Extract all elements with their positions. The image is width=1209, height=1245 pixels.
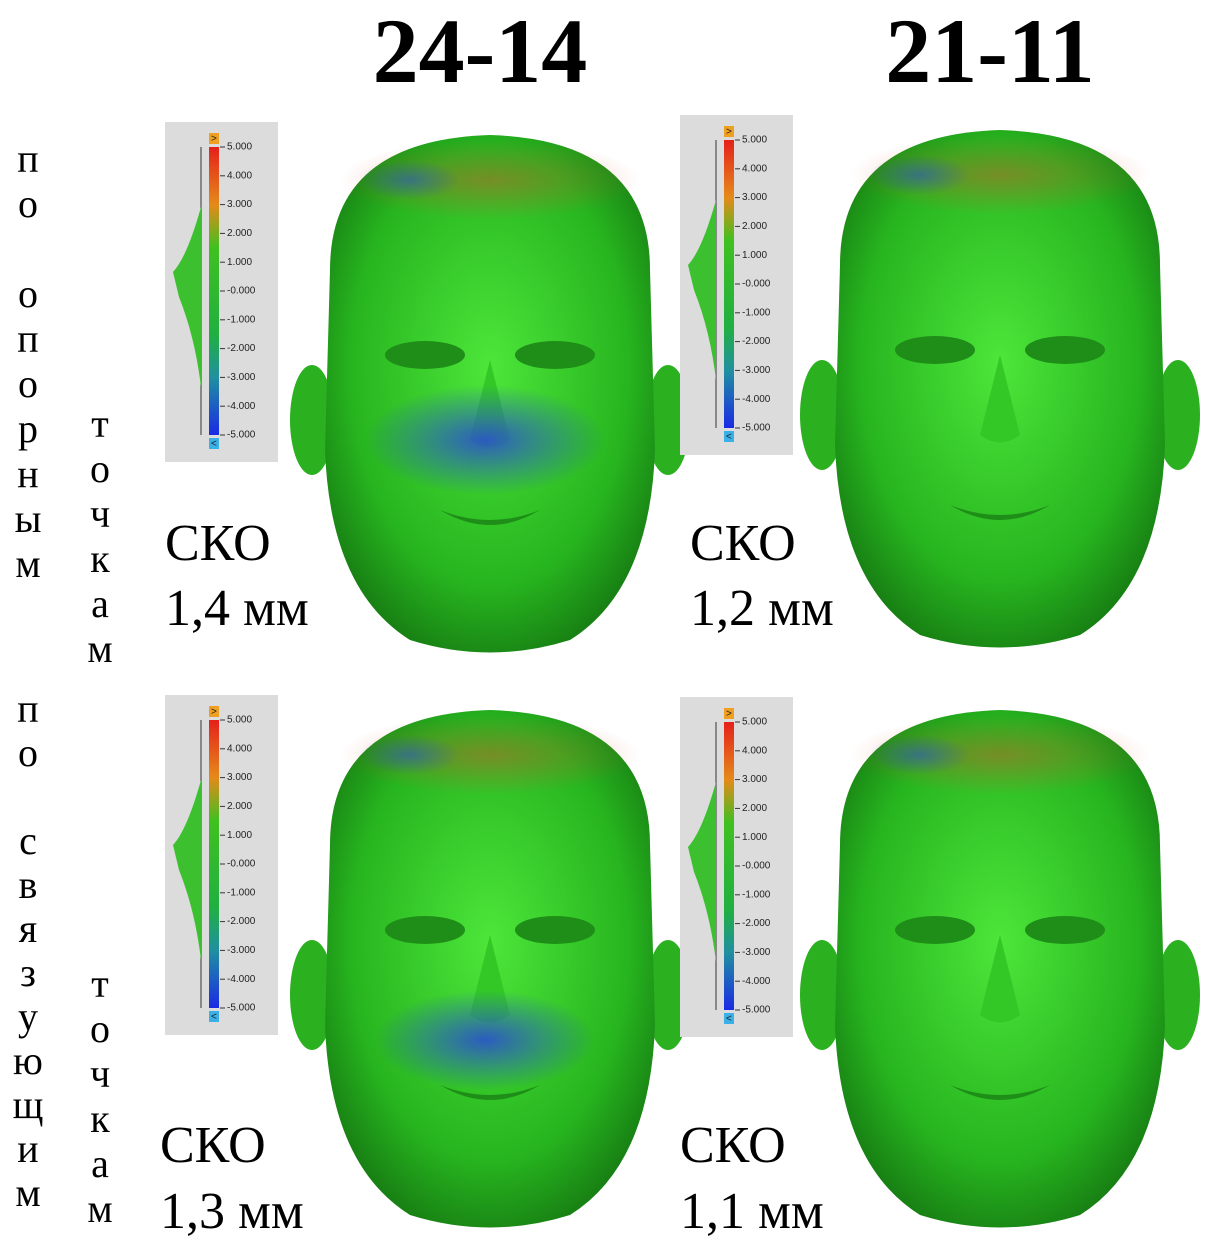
tick-label: 3.000	[742, 192, 767, 203]
tick-label: -3.000	[742, 947, 771, 958]
color-scale: > <5.000 4.000 3.000 2.000 1.000 -0.000 -1.000 -…	[680, 697, 793, 1037]
tick-label: 2.000	[227, 228, 252, 239]
tick-label: 5.000	[742, 717, 767, 728]
metric-value: 1,4 мм	[165, 580, 309, 637]
tick-label: -4.000	[742, 976, 771, 987]
under-label: <	[211, 1012, 217, 1023]
tick-label: 4.000	[227, 743, 252, 754]
metric-label: СКО	[165, 515, 271, 572]
tick-label: 4.000	[742, 163, 767, 174]
tick-label: 1.000	[227, 830, 252, 841]
tick-label: -4.000	[227, 401, 256, 412]
tick-label: -2.000	[742, 336, 771, 347]
over-label: >	[211, 134, 217, 145]
tick-label: -0.000	[742, 279, 771, 290]
metric-value: 1,1 мм	[680, 1183, 824, 1240]
tick-label: -1.000	[227, 887, 256, 898]
under-label: <	[726, 432, 732, 443]
color-bar	[209, 147, 219, 435]
tick-label: 5.000	[742, 135, 767, 146]
deviation-region	[365, 385, 605, 495]
tick-label: 1.000	[742, 832, 767, 843]
tick-label: -0.000	[742, 861, 771, 872]
tick-label: 1.000	[742, 250, 767, 261]
tick-label: 2.000	[227, 801, 252, 812]
color-scale: > <5.000 4.000 3.000 2.000 1.000 -0.000 -1.000 -…	[680, 115, 793, 455]
color-bar	[724, 140, 734, 428]
tick-label: -4.000	[227, 974, 256, 985]
tick-label: 1.000	[227, 257, 252, 268]
tick-label: -5.000	[742, 1005, 771, 1016]
color-scale: > <5.000 4.000 3.000 2.000 1.000 -0.000 -1.000 -…	[165, 695, 278, 1035]
column-title: 24-14	[373, 0, 588, 102]
tick-label: -2.000	[742, 918, 771, 929]
face-map	[290, 710, 690, 1228]
metric-value: 1,2 мм	[690, 580, 834, 637]
face-map	[800, 130, 1200, 648]
color-scale: > <5.000 4.000 3.000 2.000 1.000 -0.000 -1.000 -…	[165, 122, 278, 462]
metric-label: СКО	[690, 515, 796, 572]
tick-label: -1.000	[742, 307, 771, 318]
color-bar	[209, 720, 219, 1008]
deviation-region	[375, 990, 595, 1090]
tick-label: 2.000	[742, 221, 767, 232]
color-bar	[724, 722, 734, 1010]
metric-label: СКО	[680, 1117, 786, 1174]
tick-label: 4.000	[742, 745, 767, 756]
tick-label: -2.000	[227, 343, 256, 354]
tick-label: 3.000	[227, 199, 252, 210]
metric-label: СКО	[160, 1117, 266, 1174]
tick-label: -3.000	[227, 945, 256, 956]
over-label: >	[726, 127, 732, 138]
tick-label: -0.000	[227, 286, 256, 297]
tick-label: -0.000	[227, 859, 256, 870]
tick-label: -2.000	[227, 916, 256, 927]
tick-label: -5.000	[227, 1003, 256, 1014]
tick-label: 3.000	[227, 772, 252, 783]
over-label: >	[211, 707, 217, 718]
tick-label: -4.000	[742, 394, 771, 405]
tick-label: -3.000	[227, 372, 256, 383]
tick-label: -5.000	[742, 423, 771, 434]
tick-label: -1.000	[227, 314, 256, 325]
under-label: <	[726, 1014, 732, 1025]
under-label: <	[211, 439, 217, 450]
tick-label: 5.000	[227, 142, 252, 153]
tick-label: -1.000	[742, 889, 771, 900]
metric-value: 1,3 мм	[160, 1183, 304, 1240]
over-label: >	[726, 709, 732, 720]
tick-label: -5.000	[227, 430, 256, 441]
tick-label: -3.000	[742, 365, 771, 376]
column-title: 21-11	[885, 0, 1095, 102]
tick-label: 3.000	[742, 774, 767, 785]
face-map	[800, 710, 1200, 1228]
tick-label: 5.000	[227, 715, 252, 726]
tick-label: 2.000	[742, 803, 767, 814]
tick-label: 4.000	[227, 170, 252, 181]
figure: 24-14 21-11 по опорным точкам по связующ…	[0, 0, 1209, 1245]
